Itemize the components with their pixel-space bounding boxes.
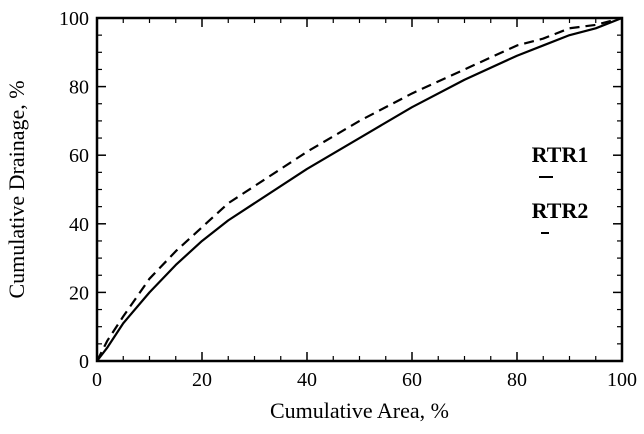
series-line-rtr1	[96, 16, 623, 362]
legend-label-rtr1: RTR1	[532, 142, 589, 167]
y-tick-label: 60	[69, 145, 89, 167]
y-tick-label: 80	[69, 77, 89, 99]
y-axis-label: Cumulative Drainage, %	[4, 80, 29, 298]
plot-frame	[95, 16, 624, 363]
legend: RTR1 RTR2	[532, 142, 589, 234]
x-tick-label: 40	[297, 369, 317, 391]
x-tick-label: 60	[402, 369, 422, 391]
series-layer	[96, 16, 623, 362]
y-tick-label: 40	[69, 214, 89, 236]
y-tick-label: 0	[79, 351, 89, 373]
x-tick-label: 20	[192, 369, 212, 391]
legend-label-rtr2: RTR2	[532, 198, 589, 223]
x-tick-label: 80	[507, 369, 527, 391]
y-tick-label: 100	[59, 8, 89, 30]
y-tick-label: 20	[69, 282, 89, 304]
x-tick-label: 100	[607, 369, 637, 391]
x-tick-label: 0	[92, 369, 102, 391]
x-axis-label: Cumulative Area, %	[270, 398, 449, 423]
series-line-rtr2	[96, 16, 623, 362]
